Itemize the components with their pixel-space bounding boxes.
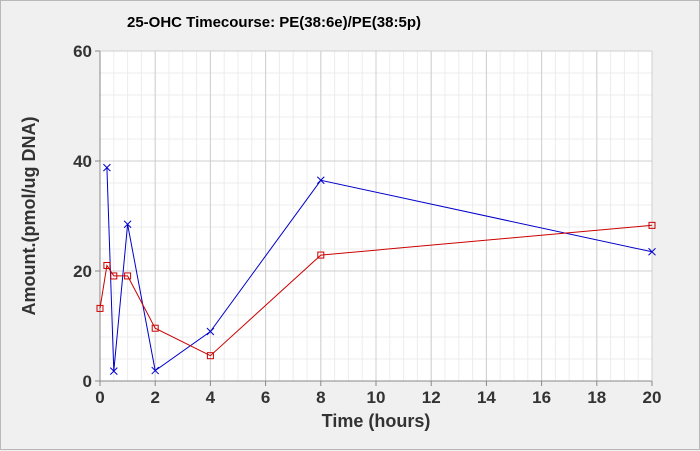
series-line [99,224,653,357]
data-point-cross [123,220,132,229]
x-tick-label: 6 [261,388,270,407]
x-axis-label: Time (hours) [322,411,431,431]
x-tick-label: 16 [532,388,551,407]
chart-title: 25-OHC Timecourse: PE(38:6e)/PE(38:5p) [127,14,421,31]
y-tick-label: 60 [73,42,92,61]
cross-stroke [123,220,132,229]
data-point-square [151,324,159,332]
data-point-cross [109,367,118,375]
y-axis-label: Amount.(pmol/ug DNA) [19,117,39,316]
data-point-square [648,221,656,229]
y-tick-label: 20 [73,262,92,281]
x-tick-label: 18 [587,388,606,407]
x-tick-label: 12 [422,388,441,407]
x-tick-label: 2 [150,388,159,407]
series-2 [96,221,656,360]
x-tick-label: 0 [95,388,104,407]
x-tick-label: 10 [367,388,386,407]
data-point-square [124,272,132,280]
data-point-square [317,251,325,259]
x-tick-label: 4 [206,388,216,407]
y-tick-label: 0 [83,372,92,391]
series-layer [96,163,656,375]
data-point-square [103,262,111,269]
x-tick-label: 14 [477,388,496,407]
series-1 [103,163,656,375]
cross-stroke [103,163,111,172]
y-tick-label: 40 [73,152,92,171]
data-point-square [206,352,214,360]
data-point-square [110,272,118,280]
tick-labels: 0 2 4 6 8 10 12 14 16 18 20 0 20 40 60 [73,42,661,407]
data-point-cross [648,247,656,256]
x-tick-label: 20 [643,388,662,407]
data-point-cross [151,366,160,375]
x-tick-label: 8 [316,388,325,407]
axes [95,50,653,386]
cross-stroke [316,176,325,185]
cross-stroke [648,247,656,256]
cross-stroke [109,367,118,375]
cross-stroke [151,366,160,375]
cross-stroke [206,327,215,336]
data-point-cross [103,163,111,172]
data-point-square [96,304,104,312]
data-point-cross [316,176,325,185]
data-point-cross [206,327,215,336]
